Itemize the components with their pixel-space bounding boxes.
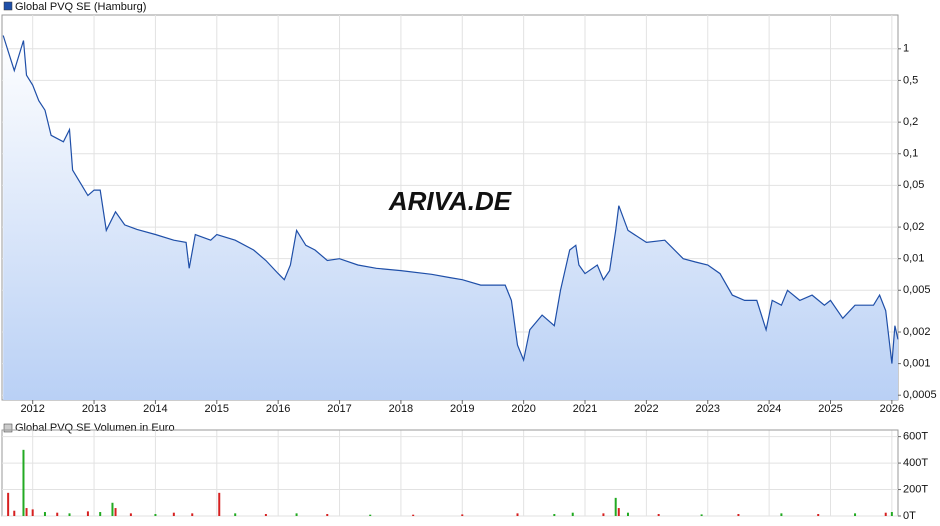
volume-bar: [780, 513, 783, 516]
x-tick-label: 2025: [818, 403, 842, 415]
volume-bar: [626, 512, 629, 516]
volume-bar: [218, 492, 221, 516]
legend-label: Global PVQ SE Volumen in Euro: [15, 422, 175, 434]
volume-bar: [114, 508, 117, 516]
volume-bar: [172, 512, 175, 516]
y-tick-label: 600T: [903, 431, 928, 443]
x-tick-label: 2018: [389, 403, 413, 415]
volume-bar: [737, 514, 740, 516]
volume-bar: [7, 492, 10, 516]
volume-bar: [68, 513, 71, 516]
legend-swatch: [3, 423, 13, 433]
x-tick-label: 2015: [205, 403, 229, 415]
x-tick-label: 2023: [696, 403, 720, 415]
plot-area: [1, 429, 899, 517]
y-tick-label: 400T: [903, 457, 928, 469]
legend-label: Global PVQ SE (Hamburg): [15, 1, 146, 13]
y-tick-label: 200T: [903, 483, 928, 495]
x-tick-label: 2013: [82, 403, 106, 415]
y-tick-label: 0T: [903, 510, 916, 522]
volume-bar: [264, 514, 267, 516]
x-tick-label: 2024: [757, 403, 781, 415]
volume-bar: [191, 513, 194, 516]
volume-bar: [817, 514, 820, 516]
volume-bar: [516, 513, 519, 516]
watermark: ARIVA.DE: [388, 186, 512, 216]
volume-bar: [22, 449, 25, 516]
x-tick-label: 2012: [20, 403, 44, 415]
y-tick-label: 1: [903, 43, 909, 55]
volume-bar: [25, 508, 28, 516]
volume-bar: [602, 513, 605, 516]
volume-bar: [129, 513, 132, 516]
x-tick-label: 2016: [266, 403, 290, 415]
volume-bar: [31, 509, 34, 516]
y-tick-label: 0,1: [903, 148, 918, 160]
y-tick-label: 0,5: [903, 74, 918, 86]
volume-bar: [854, 513, 857, 516]
y-tick-label: 0,2: [903, 116, 918, 128]
volume-bar: [154, 514, 157, 516]
y-tick-label: 0,002: [903, 326, 931, 338]
y-tick-label: 0,01: [903, 253, 924, 265]
volume-bar: [56, 512, 59, 516]
volume-bar: [369, 514, 372, 516]
legend-swatch: [3, 1, 13, 11]
y-tick-label: 0,0005: [903, 389, 937, 401]
volume-bar: [86, 511, 89, 516]
volume-bar: [295, 513, 298, 516]
x-tick-label: 2017: [327, 403, 351, 415]
y-tick-label: 0,05: [903, 179, 924, 191]
volume-bar: [461, 514, 464, 516]
volume-bar: [43, 512, 46, 516]
x-tick-label: 2026: [880, 403, 904, 415]
volume-bar: [99, 512, 102, 516]
volume-bar: [553, 514, 556, 516]
volume-bar: [657, 514, 660, 516]
x-tick-label: 2022: [634, 403, 658, 415]
volume-bar: [884, 512, 887, 516]
volume-bar: [700, 514, 703, 516]
volume-bar: [571, 512, 574, 516]
x-tick-label: 2014: [143, 403, 167, 415]
volume-bar: [111, 502, 114, 516]
y-tick-label: 0,005: [903, 284, 931, 296]
volume-bar: [234, 513, 237, 516]
x-tick-label: 2021: [573, 403, 597, 415]
price-line: [2, 35, 899, 364]
volume-bar: [412, 514, 415, 516]
x-tick-label: 2020: [511, 403, 535, 415]
y-tick-label: 0,02: [903, 221, 924, 233]
volume-bar: [326, 514, 329, 516]
volume-bar: [13, 510, 16, 516]
x-tick-label: 2019: [450, 403, 474, 415]
price-area: [3, 35, 898, 400]
volume-bar: [614, 497, 617, 516]
volume-bar: [617, 508, 620, 516]
y-tick-label: 0,001: [903, 358, 931, 370]
volume-bar: [890, 512, 893, 516]
